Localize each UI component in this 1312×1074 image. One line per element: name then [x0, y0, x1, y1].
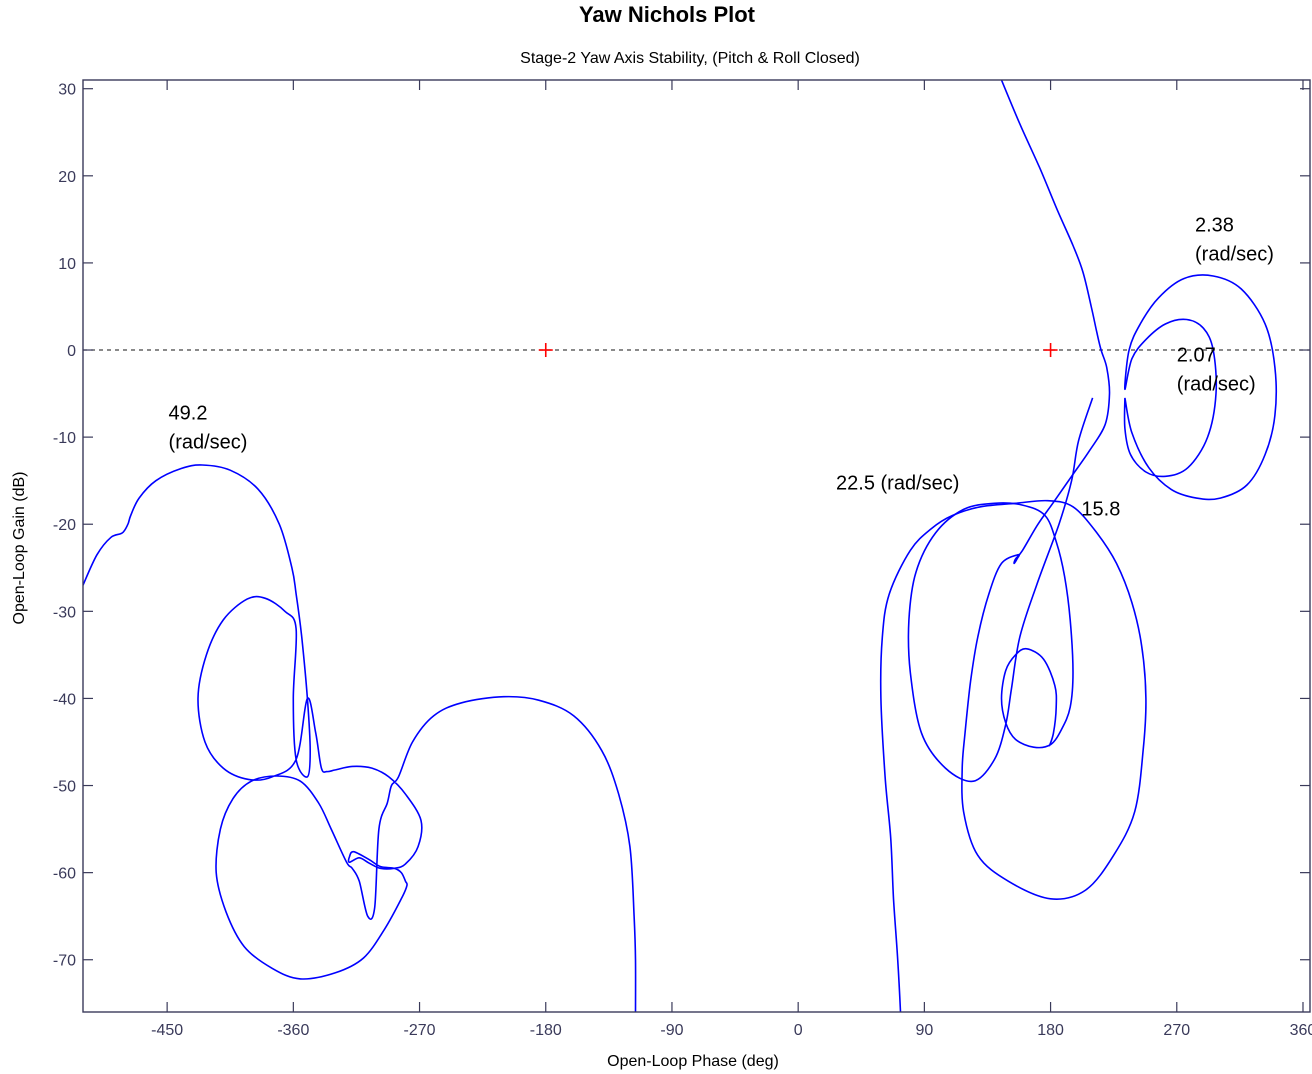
- chart-subtitle: Stage-2 Yaw Axis Stability, (Pitch & Rol…: [520, 50, 860, 67]
- critical-point-marker-1: [538, 343, 553, 358]
- y-tick-label: -20: [53, 517, 76, 534]
- nichols-curve-4: [1123, 274, 1277, 501]
- annotation-line: (rad/sec): [169, 432, 248, 454]
- chart-title: Yaw Nichols Plot: [579, 2, 756, 27]
- annotation-5: 2.07 (rad/sec): [1177, 344, 1256, 395]
- x-tick-label: 180: [1037, 1022, 1064, 1039]
- nichols-curves: [83, 80, 1277, 1012]
- x-tick-label: -360: [277, 1022, 309, 1039]
- y-tick-label: -40: [53, 691, 76, 708]
- critical-points: [538, 343, 1058, 358]
- annotation-line: 22.5 (rad/sec): [836, 472, 959, 494]
- critical-point-marker-2: [1043, 343, 1058, 358]
- nichols-curve-1: [83, 464, 637, 1012]
- axis-tick-labels: -450 -360 -270 -180 -90 0 90 180 270 360 -70 -60 -50…: [53, 82, 1312, 1039]
- nichols-curve-3: [907, 397, 1094, 783]
- y-tick-label: -60: [53, 866, 76, 883]
- annotation-line: 2.38: [1195, 215, 1234, 237]
- annotation-2: 22.5 (rad/sec): [836, 472, 959, 494]
- y-axis-label: Open-Loop Gain (dB): [11, 472, 28, 625]
- y-tick-label: 20: [58, 169, 76, 186]
- x-tick-label: 270: [1163, 1022, 1190, 1039]
- x-tick-label: 0: [794, 1022, 803, 1039]
- y-tick-label: 30: [58, 82, 76, 99]
- annotation-line: 15.8: [1081, 499, 1120, 521]
- y-tick-label: -10: [53, 430, 76, 447]
- nichols-curve-2: [879, 80, 1147, 1012]
- annotation-3: 15.8: [1081, 499, 1120, 521]
- y-tick-label: -30: [53, 604, 76, 621]
- x-tick-label: 360: [1290, 1022, 1312, 1039]
- annotation-line: (rad/sec): [1195, 244, 1274, 266]
- x-tick-label: 90: [915, 1022, 933, 1039]
- y-tick-label: -50: [53, 779, 76, 796]
- annotation-line: (rad/sec): [1177, 373, 1256, 395]
- x-tick-label: -450: [151, 1022, 183, 1039]
- axis-ticks: [83, 80, 1310, 1012]
- annotations: 49.2 (rad/sec) 22.5 (rad/sec) 15.8 2.38 (rad/…: [169, 215, 1274, 521]
- x-tick-label: -180: [530, 1022, 562, 1039]
- x-tick-label: -90: [660, 1022, 683, 1039]
- plot-area-frame: [82, 79, 1311, 1013]
- y-tick-label: -70: [53, 953, 76, 970]
- annotation-1: 49.2 (rad/sec): [169, 403, 248, 454]
- annotation-line: 49.2: [169, 403, 208, 425]
- x-tick-label: -270: [404, 1022, 436, 1039]
- y-tick-label: 10: [58, 256, 76, 273]
- annotation-4: 2.38 (rad/sec): [1195, 215, 1274, 266]
- annotation-line: 2.07: [1177, 344, 1216, 366]
- x-axis-label: Open-Loop Phase (deg): [607, 1053, 779, 1070]
- y-tick-label: 0: [67, 343, 76, 360]
